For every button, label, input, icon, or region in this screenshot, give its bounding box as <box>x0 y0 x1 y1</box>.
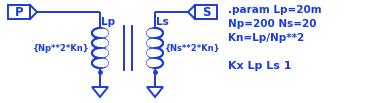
Ellipse shape <box>147 48 163 58</box>
Text: Lp: Lp <box>101 17 115 27</box>
Ellipse shape <box>92 38 108 48</box>
Ellipse shape <box>147 59 158 67</box>
Text: .param Lp=20m: .param Lp=20m <box>228 5 322 15</box>
Bar <box>8 5 30 19</box>
Ellipse shape <box>147 38 163 48</box>
Ellipse shape <box>97 29 108 37</box>
Ellipse shape <box>97 59 108 67</box>
Ellipse shape <box>97 39 108 47</box>
Polygon shape <box>92 87 108 97</box>
Ellipse shape <box>147 58 163 68</box>
Text: Ls: Ls <box>156 17 169 27</box>
Text: S: S <box>202 5 210 19</box>
Ellipse shape <box>147 39 158 47</box>
Ellipse shape <box>147 49 158 57</box>
Bar <box>195 5 217 19</box>
Ellipse shape <box>147 28 163 38</box>
Text: Kn=Lp/Np**2: Kn=Lp/Np**2 <box>228 33 304 43</box>
Text: Kx Lp Ls 1: Kx Lp Ls 1 <box>228 61 292 71</box>
Polygon shape <box>30 5 37 19</box>
Ellipse shape <box>92 48 108 58</box>
Polygon shape <box>188 5 195 19</box>
Text: {Ns**2*Kn}: {Ns**2*Kn} <box>165 43 221 53</box>
Polygon shape <box>147 87 163 97</box>
Text: P: P <box>15 5 23 19</box>
Ellipse shape <box>97 49 108 57</box>
Ellipse shape <box>92 58 108 68</box>
Ellipse shape <box>92 28 108 38</box>
Text: {Np**2*Kn}: {Np**2*Kn} <box>33 43 90 53</box>
Text: Np=200 Ns=20: Np=200 Ns=20 <box>228 19 316 29</box>
Ellipse shape <box>147 29 158 37</box>
